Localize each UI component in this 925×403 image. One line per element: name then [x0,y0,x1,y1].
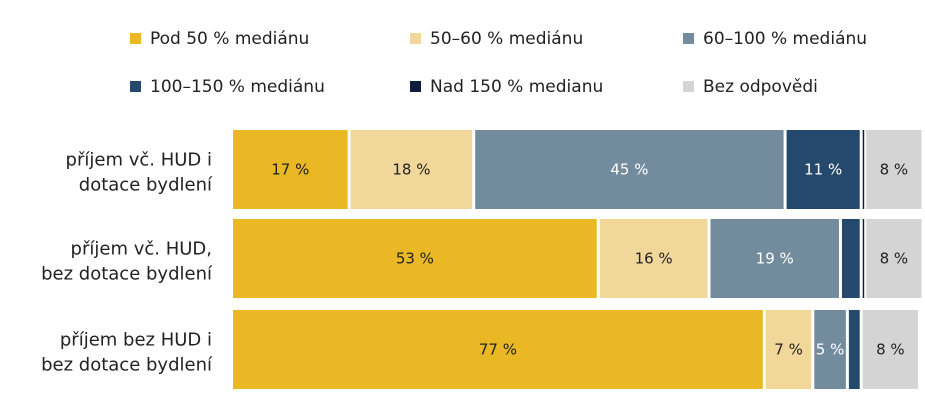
data-label: 8 % [876,341,905,359]
bar-segment [848,310,860,389]
data-label: 77 % [479,341,517,359]
bar-segment [233,130,348,209]
data-label: 16 % [635,250,673,268]
category-label: bez dotace bydlení [41,355,213,376]
category-labels: příjem vč. HUD i dotace bydlení příjem vč.… [41,150,213,376]
bar-segment [862,219,865,298]
data-label: 19 % [756,250,794,268]
bar-segment [475,130,784,209]
legend-swatch [410,81,421,92]
data-label: 11 % [804,161,842,179]
category-label: příjem vč. HUD, [71,239,212,260]
category-label: příjem bez HUD i [60,330,212,351]
bar-segment [233,310,763,389]
legend-label: Bez odpovědi [703,77,818,97]
category-label: příjem vč. HUD i [66,150,212,171]
legend-label: 100–150 % mediánu [150,77,325,97]
bar-segment [765,310,812,389]
data-label: 53 % [396,250,434,268]
bar-segment [862,310,919,389]
legend-swatch [410,33,421,44]
legend-swatch [130,81,141,92]
legend-swatch [130,33,141,44]
bar-segment [866,130,922,209]
data-label: 8 % [880,161,909,179]
data-label: 45 % [610,161,648,179]
bar-segment [866,219,922,298]
legend: Pod 50 % mediánu 50–60 % mediánu 60–100 % … [130,29,867,97]
legend-label: 50–60 % mediánu [430,29,583,49]
category-label: dotace bydlení [79,175,213,196]
category-label: bez dotace bydlení [41,264,213,285]
data-label: 17 % [271,161,309,179]
bar-segment [599,219,708,298]
bar-segment [233,219,597,298]
bar-segment [814,310,846,389]
bar-segment [710,219,839,298]
bar-segment [841,219,860,298]
legend-label: Nad 150 % medianu [430,77,603,97]
data-label: 7 % [774,341,803,359]
data-label: 18 % [392,161,430,179]
legend-label: 60–100 % mediánu [703,29,867,49]
legend-label: Pod 50 % mediánu [150,29,309,49]
legend-swatch [683,81,694,92]
bar-segment [786,130,860,209]
data-label: 8 % [880,250,909,268]
bars: 17 % 18 % 45 % 11 % 8 % 53 % 16 % 19 % 8 % 77 % 7 … [233,130,922,389]
bar-segment [862,130,865,209]
bar-segment [350,130,473,209]
legend-swatch [683,33,694,44]
data-label: 5 % [816,341,845,359]
